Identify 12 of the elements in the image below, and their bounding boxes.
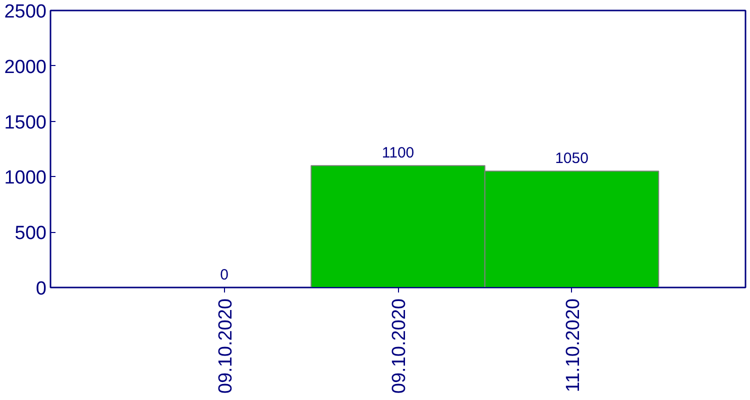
y-tick-label: 1000 — [4, 168, 47, 189]
y-tick-label: 2500 — [4, 2, 47, 22]
data-label: 1050 — [555, 150, 588, 168]
y-tick-label: 2000 — [4, 56, 47, 78]
x-tick-label: 09.10.2020 — [389, 298, 410, 394]
y-tick-label: 1500 — [4, 112, 47, 134]
data-label: 0 — [220, 266, 228, 284]
y-tick-label: 500 — [14, 223, 46, 244]
x-tick-label: 11.10.2020 — [562, 298, 584, 392]
data-label: 1100 — [382, 144, 414, 162]
y-tick-label: 0 — [36, 278, 47, 300]
x-tick-label: 09.10.2020 — [215, 298, 236, 394]
